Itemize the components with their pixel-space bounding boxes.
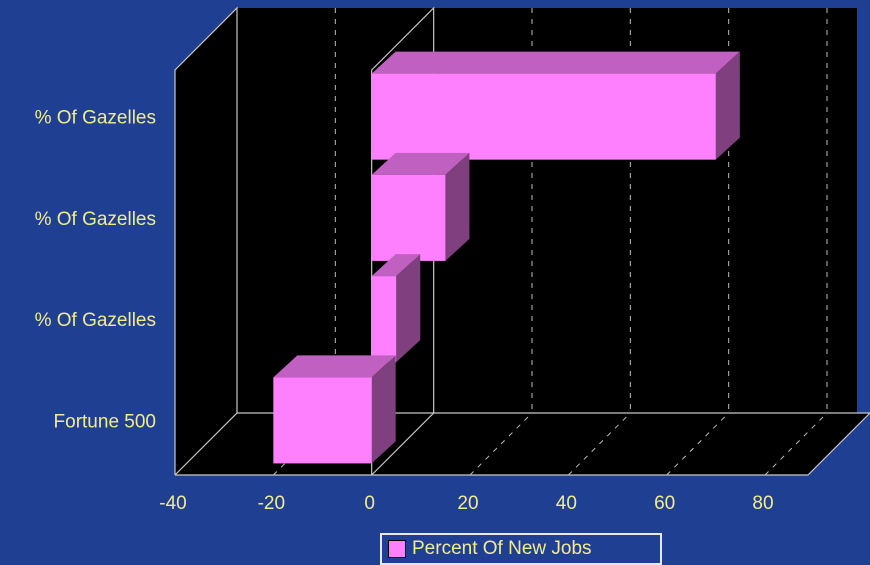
gridline-floor	[666, 412, 730, 476]
category-label-3: Fortune 500	[54, 411, 156, 432]
category-label-1: % Of Gazelles	[35, 209, 156, 230]
x-tick-label: 60	[654, 493, 675, 514]
x-tick-label: 40	[556, 493, 577, 514]
gridline-floor	[272, 412, 336, 476]
gridline-floor	[469, 412, 533, 476]
bar-side-3	[371, 355, 396, 464]
bar-top-2	[371, 254, 421, 277]
bar-side-2	[396, 254, 421, 363]
x-tick-label: -20	[258, 493, 285, 514]
floor-outline	[175, 412, 870, 476]
x-tick-label: 20	[457, 493, 478, 514]
bar-side-1	[445, 152, 470, 261]
bar-top-1	[371, 152, 470, 175]
category-label-0: % Of Gazelles	[35, 108, 156, 129]
bar-top-0	[371, 51, 740, 74]
gridline-floor	[764, 412, 828, 476]
legend-label: Percent Of New Jobs	[412, 538, 592, 559]
bar-0	[371, 73, 716, 160]
category-label-2: % Of Gazelles	[35, 310, 156, 331]
legend-swatch	[388, 540, 406, 558]
bar-side-0	[715, 51, 740, 160]
x-tick-label: 80	[752, 493, 773, 514]
left-wall	[175, 8, 237, 475]
legend: Percent Of New Jobs	[380, 533, 662, 565]
x-tick-label: 0	[364, 493, 375, 514]
gridline-floor	[567, 412, 631, 476]
bar-top-3	[273, 355, 396, 378]
bar-1	[371, 174, 446, 261]
left-wall-outline	[174, 6, 238, 476]
bar-2	[371, 276, 397, 363]
x-tick-label: -40	[159, 493, 186, 514]
bar-3	[273, 377, 372, 464]
